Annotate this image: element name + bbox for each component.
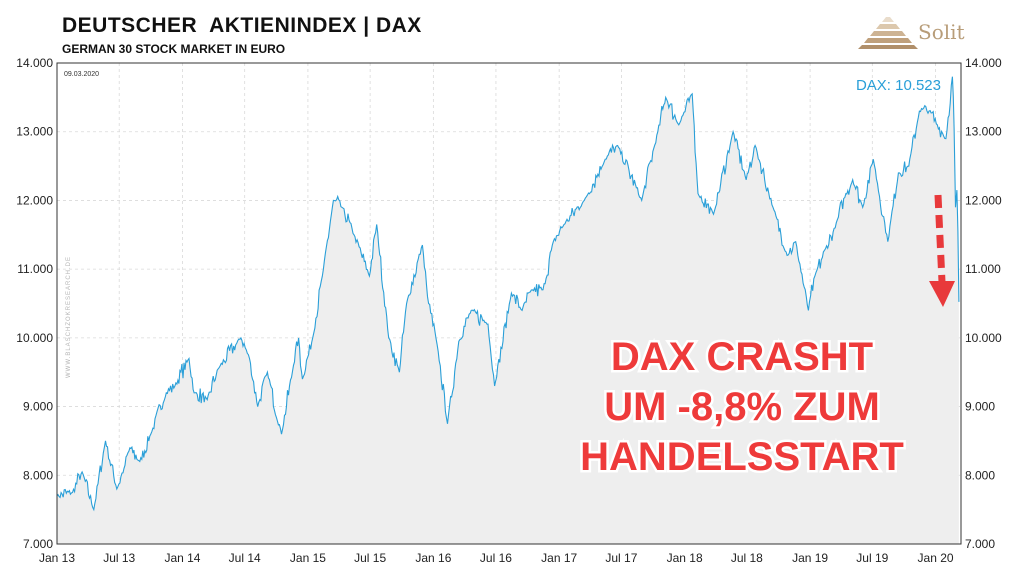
- y-axis-left: 7.000 8.000 9.000 10.000 11.000 12.000 13.000 1…: [16, 56, 53, 551]
- x-tick-label: Jan 13: [39, 551, 75, 565]
- y-tick-label-right: 10.000: [965, 331, 1002, 345]
- y-tick-label-left: 12.000: [16, 193, 53, 207]
- x-tick-label: Jul 15: [354, 551, 386, 565]
- chart-title: DEUTSCHER AKTIENINDEX | DAX: [62, 14, 422, 37]
- y-tick-label-left: 9.000: [23, 400, 53, 414]
- y-tick-label-right: 14.000: [965, 56, 1002, 70]
- series-line-dax: [56, 76, 960, 512]
- y-tick-label-left: 11.000: [17, 262, 53, 276]
- y-tick-label-left: 10.000: [16, 331, 53, 345]
- x-tick-label: Jul 18: [731, 551, 763, 565]
- crash-arrow-icon: [929, 194, 955, 307]
- y-tick-label-right: 8.000: [965, 468, 995, 482]
- x-tick-label: Jan 18: [667, 551, 703, 565]
- callout-line-2: UM -8,8% ZUM: [604, 385, 880, 429]
- area-fill: [57, 76, 959, 544]
- x-tick-label: Jan 19: [792, 551, 828, 565]
- x-tick-label: Jul 14: [229, 551, 261, 565]
- y-tick-label-left: 14.000: [16, 56, 53, 70]
- x-tick-label: Jul 16: [480, 551, 512, 565]
- x-axis: Jan 13 Jul 13 Jan 14 Jul 14 Jan 15 Jul 15 Jan …: [39, 551, 954, 565]
- plot-frame: [56, 62, 962, 545]
- x-tick-label: Jan 15: [290, 551, 326, 565]
- logo-text: Solit: [918, 20, 965, 44]
- x-tick-label: Jan 17: [541, 551, 577, 565]
- y-tick-label-left: 8.000: [23, 468, 53, 482]
- y-tick-label-left: 7.000: [23, 537, 53, 551]
- y-tick-label-left: 13.000: [16, 125, 53, 139]
- y-tick-label-right: 12.000: [965, 193, 1002, 207]
- y-axis-right: 7.000 8.000 9.000 10.000 11.000 12.000 13.000 1…: [965, 56, 1002, 551]
- x-tick-label: Jul 19: [856, 551, 888, 565]
- y-tick-label-right: 7.000: [965, 537, 995, 551]
- date-stamp: 09.03.2020: [64, 71, 99, 78]
- x-tick-label: Jan 20: [918, 551, 954, 565]
- x-tick-label: Jul 17: [605, 551, 637, 565]
- y-tick-label-right: 13.000: [965, 125, 1002, 139]
- solit-logo-icon: [858, 17, 918, 49]
- y-tick-label-right: 9.000: [965, 400, 995, 414]
- last-value-label: DAX: 10.523: [856, 77, 941, 94]
- x-tick-label: Jul 13: [103, 551, 135, 565]
- watermark: WWW.BLASCHZOKRESEARCH.DE: [66, 256, 72, 378]
- y-tick-label-right: 11.000: [965, 262, 1001, 276]
- chart-subtitle: GERMAN 30 STOCK MARKET IN EURO: [62, 42, 286, 56]
- callout-line-3: HANDELSSTART: [580, 435, 904, 479]
- x-tick-label: Jan 14: [164, 551, 200, 565]
- x-tick-label: Jan 16: [415, 551, 451, 565]
- callout-line-1: DAX CRASHT: [611, 335, 873, 379]
